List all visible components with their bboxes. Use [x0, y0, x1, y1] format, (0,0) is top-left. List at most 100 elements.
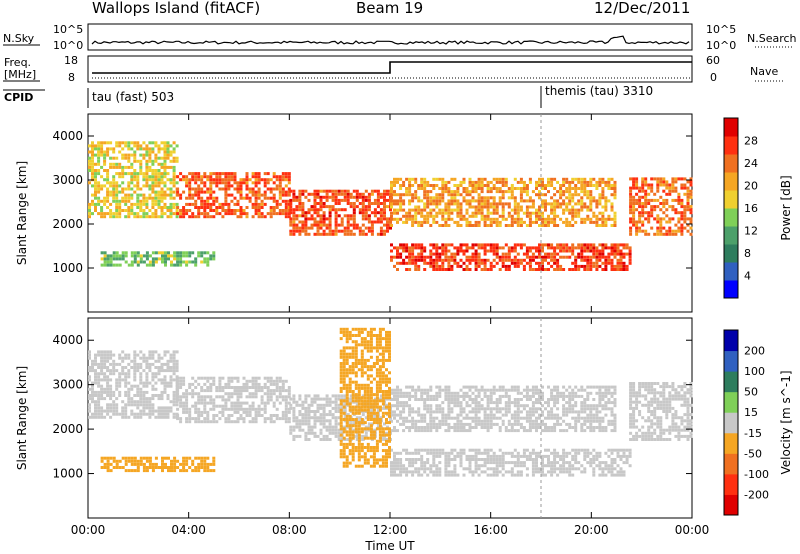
data-cell: [109, 260, 113, 264]
data-cell: [139, 193, 143, 197]
data-cell: [468, 199, 472, 203]
data-cell: [263, 410, 267, 414]
data-cell: [386, 192, 389, 196]
data-cell: [468, 258, 472, 262]
data-cell: [607, 252, 611, 256]
data-cell: [559, 268, 563, 271]
data-cell: [471, 416, 475, 420]
data-cell: [209, 382, 213, 386]
data-cell: [423, 464, 427, 468]
data-cell: [638, 229, 642, 233]
data-cell: [313, 205, 317, 209]
data-cell: [583, 243, 587, 247]
data-cell: [417, 410, 421, 414]
data-cell: [172, 415, 176, 419]
data-cell: [337, 208, 341, 212]
data-cell: [319, 214, 323, 218]
data-cell: [465, 394, 469, 398]
data-cell: [507, 190, 511, 194]
data-cell: [544, 184, 547, 187]
data-cell: [172, 178, 176, 182]
data-cell: [411, 451, 415, 455]
data-cell: [370, 229, 374, 233]
data-cell: [535, 193, 538, 197]
data-cell: [157, 394, 161, 397]
data-cell: [88, 165, 91, 169]
data-cell: [689, 177, 693, 181]
data-cell: [525, 190, 529, 194]
data-cell: [272, 175, 276, 179]
data-cell: [182, 215, 186, 219]
data-cell: [130, 400, 134, 404]
data-cell: [151, 394, 155, 397]
data-cell: [127, 147, 131, 151]
data-cell: [275, 199, 279, 203]
data-cell: [402, 422, 406, 426]
data-cell: [647, 220, 651, 224]
data-cell: [304, 431, 308, 435]
data-cell: [504, 451, 508, 455]
data-cell: [429, 196, 433, 200]
data-cell: [474, 252, 478, 256]
data-cell: [295, 208, 299, 212]
data-cell: [435, 467, 439, 471]
data-cell: [528, 416, 532, 420]
data-cell: [396, 246, 399, 250]
data-cell: [686, 195, 690, 199]
data-cell: [257, 175, 261, 179]
data-cell: [218, 395, 222, 399]
data-cell: [613, 196, 617, 200]
data-cell: [486, 454, 490, 458]
data-cell: [574, 461, 578, 465]
data-cell: [200, 401, 204, 405]
data-cell: [513, 205, 517, 209]
data-cell: [390, 249, 393, 253]
data-cell: [583, 255, 587, 259]
data-cell: [316, 434, 320, 438]
data-cell: [541, 419, 544, 423]
data-cell: [525, 187, 529, 190]
data-cell: [191, 196, 195, 200]
data-cell: [124, 141, 128, 145]
data-cell: [408, 461, 412, 465]
data-cell: [450, 202, 454, 206]
data-cell: [182, 251, 186, 255]
data-cell: [218, 181, 222, 185]
data-cell: [239, 401, 243, 405]
data-cell: [535, 464, 538, 468]
data-cell: [103, 378, 107, 382]
data-cell: [480, 202, 484, 206]
data-cell: [423, 416, 427, 420]
data-cell: [254, 410, 258, 414]
data-cell: [462, 214, 466, 218]
data-cell: [91, 165, 94, 169]
data-cell: [565, 246, 569, 250]
data-cell: [595, 264, 599, 268]
data-cell: [236, 401, 240, 405]
data-cell: [142, 359, 146, 363]
data-cell: [334, 406, 338, 410]
data-cell: [516, 464, 520, 468]
data-cell: [405, 404, 409, 408]
data-cell: [109, 193, 113, 197]
data-cell: [343, 394, 347, 398]
data-cell: [94, 406, 97, 410]
data-cell: [619, 243, 623, 247]
data-cell: [251, 190, 255, 194]
data-cell: [254, 392, 258, 396]
data-cell: [486, 388, 490, 392]
data-cell: [480, 419, 484, 423]
data-cell: [414, 180, 418, 184]
data-cell: [148, 184, 152, 188]
data-cell: [601, 205, 605, 209]
data-cell: [133, 215, 137, 219]
data-cell: [522, 243, 526, 247]
data-cell: [289, 217, 293, 221]
data-cell: [565, 177, 569, 181]
data-cell: [194, 175, 198, 179]
data-cell: [133, 144, 137, 148]
data-cell: [263, 407, 267, 411]
data-cell: [248, 187, 252, 191]
data-cell: [221, 178, 225, 182]
data-cell: [106, 353, 110, 357]
